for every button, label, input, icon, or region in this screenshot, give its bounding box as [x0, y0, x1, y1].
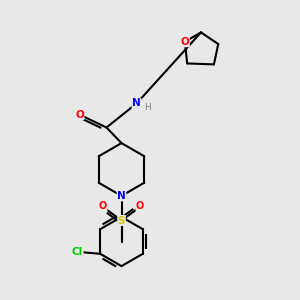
Text: O: O [75, 110, 84, 120]
Text: Cl: Cl [72, 247, 83, 257]
Text: O: O [136, 201, 144, 211]
Text: H: H [145, 103, 151, 112]
Text: O: O [99, 201, 107, 211]
Text: N: N [132, 98, 141, 109]
Text: S: S [118, 215, 125, 226]
Text: N: N [117, 191, 126, 201]
Text: O: O [181, 37, 189, 47]
